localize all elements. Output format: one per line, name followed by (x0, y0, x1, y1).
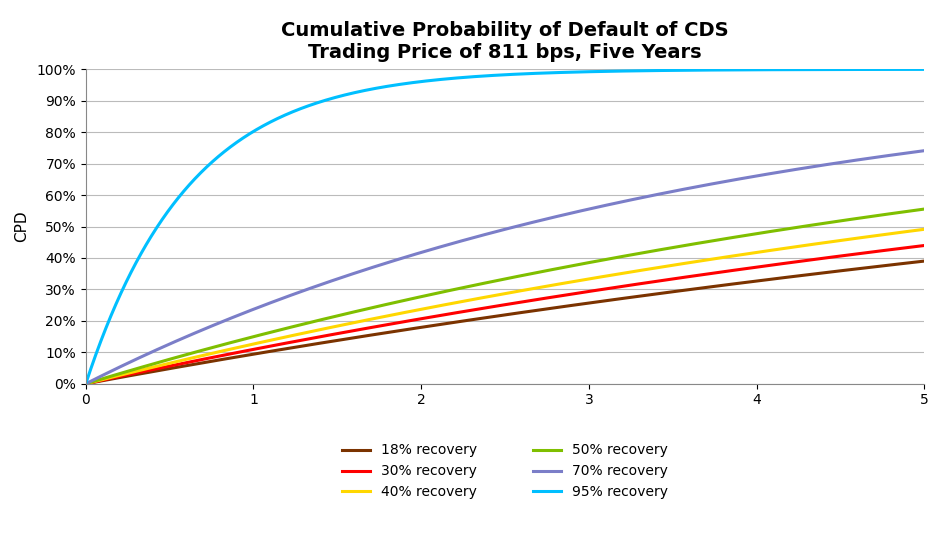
70% recovery (918, 148, 929, 154)
18% recovery (80, 381, 91, 387)
18% recovery (893, 261, 904, 267)
50% recovery (893, 209, 904, 215)
18% recovery (123, 373, 134, 379)
40% recovery (487, 293, 499, 299)
18% recovery (740, 279, 751, 286)
70% recovery (487, 229, 499, 236)
30% recovery (893, 245, 904, 252)
70% recovery (80, 381, 91, 387)
70% recovery (123, 360, 134, 366)
18% recovery (918, 258, 929, 264)
95% recovery (740, 67, 751, 73)
30% recovery (80, 381, 91, 387)
95% recovery (893, 66, 904, 72)
95% recovery (123, 274, 134, 280)
50% recovery (123, 368, 134, 374)
40% recovery (123, 370, 134, 376)
Line: 18% recovery: 18% recovery (86, 261, 923, 384)
70% recovery (740, 175, 751, 181)
50% recovery (487, 278, 499, 285)
50% recovery (466, 282, 477, 289)
18% recovery (893, 261, 904, 267)
Title: Cumulative Probability of Default of CDS
Trading Price of 811 bps, Five Years: Cumulative Probability of Default of CDS… (281, 21, 728, 62)
Line: 40% recovery: 40% recovery (86, 229, 923, 384)
30% recovery (487, 303, 499, 310)
Line: 50% recovery: 50% recovery (86, 209, 923, 384)
95% recovery (918, 66, 929, 72)
30% recovery (466, 307, 477, 313)
Y-axis label: CPD: CPD (14, 211, 30, 243)
40% recovery (893, 229, 904, 236)
95% recovery (487, 72, 499, 78)
95% recovery (466, 74, 477, 80)
30% recovery (123, 372, 134, 378)
70% recovery (893, 151, 904, 157)
Line: 95% recovery: 95% recovery (86, 69, 923, 384)
Line: 30% recovery: 30% recovery (86, 246, 923, 384)
40% recovery (918, 226, 929, 232)
18% recovery (487, 313, 499, 320)
40% recovery (80, 381, 91, 387)
70% recovery (466, 235, 477, 241)
Legend: 18% recovery, 30% recovery, 40% recovery, 50% recovery, 70% recovery, 95% recove: 18% recovery, 30% recovery, 40% recovery… (336, 438, 673, 505)
95% recovery (80, 381, 91, 387)
50% recovery (740, 232, 751, 239)
30% recovery (893, 245, 904, 252)
50% recovery (918, 206, 929, 212)
Line: 70% recovery: 70% recovery (86, 151, 923, 384)
50% recovery (80, 381, 91, 387)
40% recovery (893, 229, 904, 236)
30% recovery (740, 265, 751, 272)
40% recovery (466, 296, 477, 303)
30% recovery (918, 243, 929, 249)
18% recovery (466, 317, 477, 323)
70% recovery (893, 151, 904, 157)
40% recovery (740, 251, 751, 257)
95% recovery (893, 66, 904, 72)
50% recovery (893, 209, 904, 216)
